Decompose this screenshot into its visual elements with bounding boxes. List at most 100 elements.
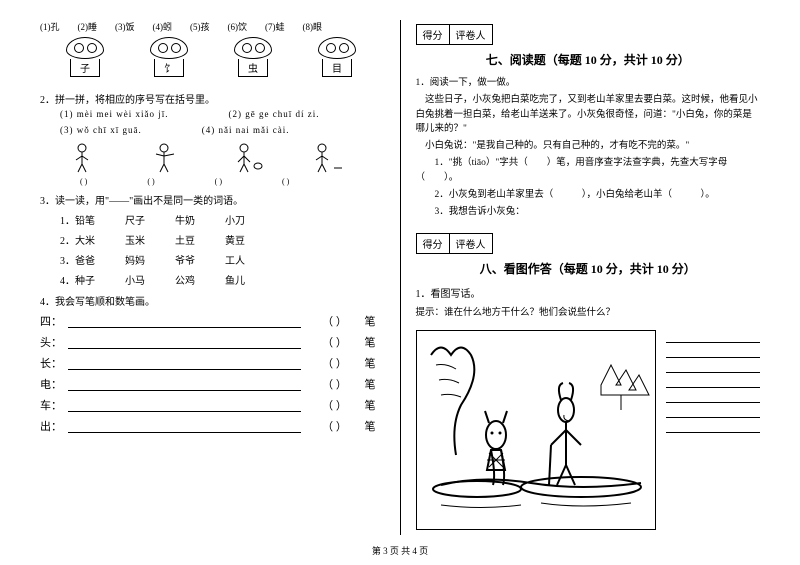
stroke-bi: 笔 (365, 418, 385, 434)
w: 3．爸爸 (60, 252, 95, 267)
stroke-char: 四： (40, 313, 64, 329)
sub-2: 2．小灰兔到老山羊家里去（ ），小白兔给老山羊（ ）。 (416, 188, 761, 202)
stroke-bi: 笔 (365, 334, 385, 350)
para-2: 小白兔说："是我自己种的。只有自己种的，才有吃不完的菜。" (416, 139, 761, 153)
score-label: 得分 (416, 24, 449, 45)
word-row-3: 3．爸爸 妈妈 爷爷 工人 (60, 252, 385, 267)
char-6: (6)饮 (228, 20, 248, 33)
writing-line (666, 357, 761, 358)
writing-line (666, 402, 761, 403)
picture-3 (228, 139, 268, 175)
stroke-bi: 笔 (365, 313, 385, 329)
stroke-bi: 笔 (365, 355, 385, 371)
writing-lines (666, 324, 761, 530)
stroke-paren: （ ） (305, 376, 365, 392)
picture-row (68, 139, 385, 175)
stroke-line (68, 399, 301, 412)
w: 玉米 (125, 232, 145, 247)
word-row-4: 4．种子 小马 公鸡 鱼儿 (60, 272, 385, 287)
q4-title: 4．我会写笔顺和数笔画。 (40, 293, 385, 308)
picture-4 (308, 139, 348, 175)
w: 爷爷 (175, 252, 195, 267)
pinyin-4: (4) nǎi nai mǎi cài. (202, 125, 290, 135)
stroke-line (68, 336, 301, 349)
mushroom-1: 子 (64, 37, 106, 85)
reading-block: 1．阅读一下，做一做。 这些日子，小灰兔把白菜吃完了，又到老山羊家里去要白菜。这… (416, 76, 761, 219)
stroke-char: 长： (40, 355, 64, 371)
grader-label: 评卷人 (449, 24, 493, 45)
stroke-row: 电： （ ） 笔 (40, 376, 385, 392)
picture-2 (148, 139, 188, 175)
w: 土豆 (175, 232, 195, 247)
section-8-title: 八、看图作答（每题 10 分，共计 10 分） (416, 260, 761, 277)
mushroom-3: 虫 (232, 37, 274, 85)
pinyin-3: (3) wǒ chī xī guā. (60, 125, 142, 135)
mushroom-4: 目 (316, 37, 358, 85)
grader-label: 评卷人 (449, 233, 493, 254)
w: 公鸡 (175, 272, 195, 287)
mushroom-1-label: 子 (70, 59, 100, 77)
stroke-row: 头： （ ） 笔 (40, 334, 385, 350)
char-4: (4)蚓 (153, 20, 173, 33)
stroke-line (68, 378, 301, 391)
stroke-paren: （ ） (305, 355, 365, 371)
sub-3: 3．我想告诉小灰兔： (416, 205, 761, 219)
mushroom-3-label: 虫 (238, 59, 268, 77)
w: 1．铅笔 (60, 212, 95, 227)
stroke-paren: （ ） (305, 313, 365, 329)
stroke-row: 四： （ ） 笔 (40, 313, 385, 329)
char-7: (7)蛙 (265, 20, 285, 33)
q7-1: 1．阅读一下，做一做。 (416, 76, 761, 90)
char-list: (1)孔 (2)睡 (3)饭 (4)蚓 (5)孩 (6)饮 (7)蛙 (8)眼 (40, 20, 385, 33)
score-label: 得分 (416, 233, 449, 254)
char-3: (3)饭 (115, 20, 135, 33)
w: 牛奶 (175, 212, 195, 227)
stroke-char: 头： (40, 334, 64, 350)
pic-ans-4: ( ) (282, 177, 289, 186)
char-2: (2)睡 (78, 20, 98, 33)
char-5: (5)孩 (190, 20, 210, 33)
writing-line (666, 372, 761, 373)
stroke-bi: 笔 (365, 397, 385, 413)
stroke-char: 出： (40, 418, 64, 434)
w: 鱼儿 (225, 272, 245, 287)
stroke-paren: （ ） (305, 334, 365, 350)
pic-ans-3: ( ) (215, 177, 222, 186)
pinyin-1: (1) mèi mei wèi xiǎo jī. (60, 109, 168, 119)
stroke-table: 四： （ ） 笔 头： （ ） 笔 长： （ ） 笔 电： (40, 313, 385, 434)
hint-text: 提示：谁在什么地方干什么？牠们会说些什么？ (416, 304, 761, 318)
writing-line (666, 387, 761, 388)
w: 小马 (125, 272, 145, 287)
w: 2．大米 (60, 232, 95, 247)
stroke-line (68, 315, 301, 328)
stroke-bi: 笔 (365, 376, 385, 392)
page-footer: 第 3 页 共 4 页 (0, 544, 800, 557)
story-image (416, 330, 656, 530)
picture-answers: ( ) ( ) ( ) ( ) (80, 177, 385, 186)
pic-ans-2: ( ) (147, 177, 154, 186)
char-8: (8)眼 (303, 20, 323, 33)
picture-1 (68, 139, 108, 175)
mushroom-2-label: 饣 (154, 59, 184, 77)
mushroom-row: 子 饣 虫 目 (64, 37, 385, 85)
w: 妈妈 (125, 252, 145, 267)
stroke-line (68, 357, 301, 370)
writing-line (666, 342, 761, 343)
para-1: 这些日子，小灰兔把白菜吃完了，又到老山羊家里去要白菜。这时候，他看见小白兔挑着一… (416, 93, 761, 136)
pic-ans-1: ( ) (80, 177, 87, 186)
score-box-8: 得分 评卷人 (416, 233, 761, 254)
stroke-line (68, 420, 301, 433)
column-divider (400, 20, 401, 535)
q3-title: 3．读一读，用"——"画出不是同一类的词语。 (40, 192, 385, 207)
writing-line (666, 432, 761, 433)
section-7-title: 七、阅读题（每题 10 分，共计 10 分） (416, 51, 761, 68)
stroke-paren: （ ） (305, 397, 365, 413)
char-1: (1)孔 (40, 20, 60, 33)
mushroom-4-label: 目 (322, 59, 352, 77)
q2-title: 2．拼一拼，将相应的序号写在括号里。 (40, 91, 385, 106)
word-row-1: 1．铅笔 尺子 牛奶 小刀 (60, 212, 385, 227)
stroke-char: 车： (40, 397, 64, 413)
mushroom-2: 饣 (148, 37, 190, 85)
w: 工人 (225, 252, 245, 267)
w: 黄豆 (225, 232, 245, 247)
